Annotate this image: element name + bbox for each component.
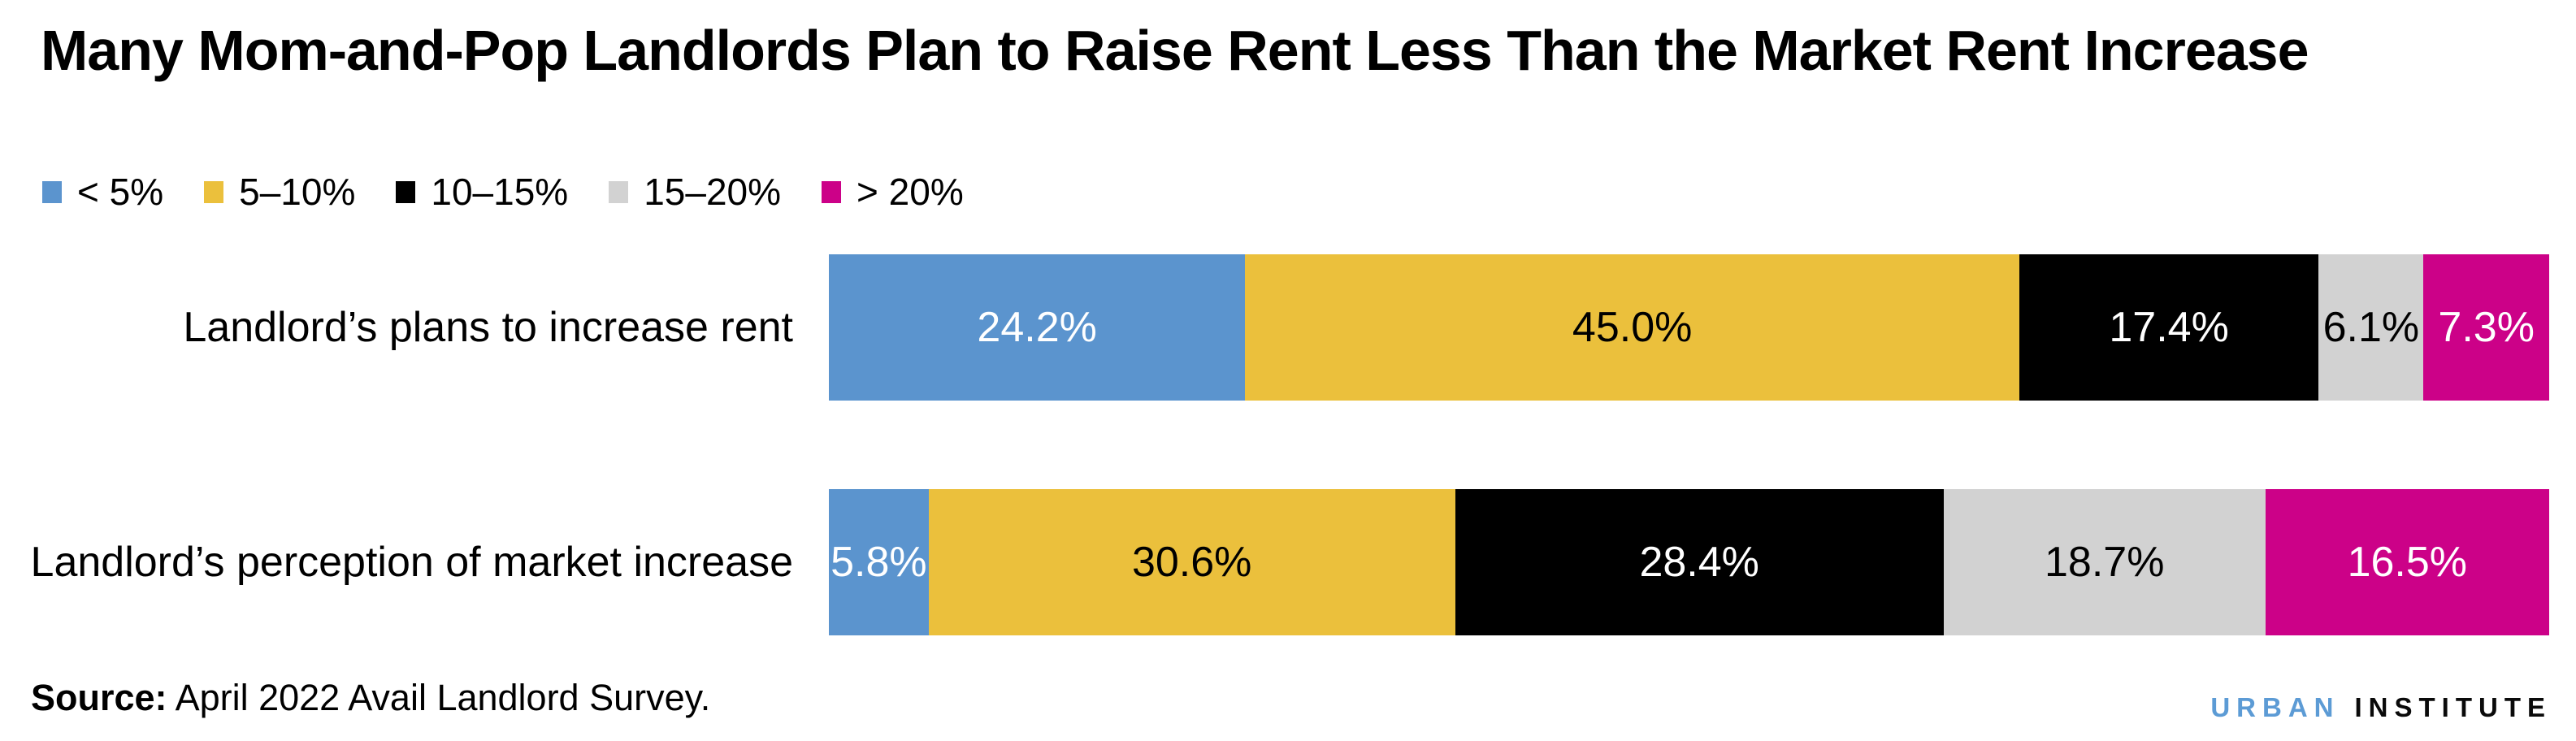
row-label: Landlord’s plans to increase rent <box>183 304 793 351</box>
legend: < 5% 5–10% 10–15% 15–20% > 20% <box>42 169 964 214</box>
legend-swatch <box>609 180 629 203</box>
logo-urban: URBAN <box>2210 692 2340 722</box>
chart-row: Landlord’s plans to increase rent 24.2% 4… <box>0 254 2576 401</box>
row-label: Landlord’s perception of market increase <box>30 539 793 586</box>
bar-segment: 18.7% <box>1943 489 2266 635</box>
urban-institute-logo: URBAN INSTITUTE <box>2210 692 2552 723</box>
chart-title: Many Mom-and-Pop Landlords Plan to Raise… <box>41 19 2309 82</box>
legend-swatch <box>822 180 842 203</box>
legend-label: 10–15% <box>431 171 569 213</box>
legend-label: > 20% <box>856 171 964 213</box>
source-note: Source: April 2022 Avail Landlord Survey… <box>31 677 710 719</box>
legend-label: 15–20% <box>644 171 782 213</box>
legend-item: 10–15% <box>396 170 568 214</box>
bar-segment: 30.6% <box>928 489 1455 635</box>
bar-segment: 24.2% <box>829 254 1246 401</box>
legend-item: > 20% <box>822 170 964 214</box>
source-text: April 2022 Avail Landlord Survey. <box>167 677 711 718</box>
chart-row: Landlord’s perception of market increase… <box>0 489 2576 635</box>
legend-item: 15–20% <box>609 170 781 214</box>
bar-segment: 7.3% <box>2423 254 2549 401</box>
legend-item: 5–10% <box>204 170 355 214</box>
bar-segment: 45.0% <box>1245 254 2019 401</box>
bar-segment: 17.4% <box>2019 254 2319 401</box>
legend-swatch <box>42 180 62 203</box>
stacked-bar: 5.8% 30.6% 28.4% 18.7% 16.5% <box>829 489 2549 635</box>
bar-segment: 28.4% <box>1455 489 1944 635</box>
logo-institute: INSTITUTE <box>2354 692 2552 722</box>
bar-segment: 6.1% <box>2318 254 2424 401</box>
bar-segment: 5.8% <box>829 489 929 635</box>
legend-item: < 5% <box>42 170 163 214</box>
stacked-bar: 24.2% 45.0% 17.4% 6.1% 7.3% <box>829 254 2549 401</box>
bar-segment: 16.5% <box>2265 489 2549 635</box>
legend-swatch <box>204 180 224 203</box>
legend-label: < 5% <box>77 171 164 213</box>
legend-swatch <box>396 180 416 203</box>
source-label: Source: <box>31 677 167 718</box>
legend-label: 5–10% <box>239 171 356 213</box>
